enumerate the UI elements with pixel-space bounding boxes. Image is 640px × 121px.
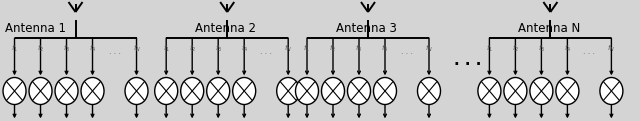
Text: . . .: . . . (454, 53, 481, 68)
Text: $f_2$: $f_2$ (330, 44, 337, 54)
Text: . . .: . . . (584, 48, 595, 57)
Text: $f_1$: $f_1$ (486, 44, 493, 54)
Ellipse shape (417, 77, 440, 105)
Text: . . .: . . . (401, 48, 413, 57)
Text: $f_3$: $f_3$ (214, 44, 222, 54)
Ellipse shape (180, 77, 204, 105)
Text: Antenna N: Antenna N (518, 22, 580, 34)
Text: $f_2$: $f_2$ (37, 44, 44, 54)
Text: $f_3$: $f_3$ (355, 44, 363, 54)
Ellipse shape (478, 77, 501, 105)
Text: $f_N$: $f_N$ (284, 44, 292, 54)
Text: $f_N$: $f_N$ (607, 44, 616, 54)
Text: $f_4$: $f_4$ (381, 44, 388, 54)
Text: $f_2$: $f_2$ (189, 44, 196, 54)
Ellipse shape (207, 77, 230, 105)
Text: $f_4$: $f_4$ (564, 44, 571, 54)
Ellipse shape (504, 77, 527, 105)
Text: $f_3$: $f_3$ (63, 44, 70, 54)
Ellipse shape (276, 77, 300, 105)
Ellipse shape (374, 77, 397, 105)
Text: $f_4$: $f_4$ (89, 44, 96, 54)
Ellipse shape (29, 77, 52, 105)
Text: . . .: . . . (109, 48, 120, 57)
Ellipse shape (125, 77, 148, 105)
Ellipse shape (600, 77, 623, 105)
Ellipse shape (233, 77, 256, 105)
Ellipse shape (3, 77, 26, 105)
Text: Antenna 1: Antenna 1 (5, 22, 66, 34)
Text: $f_1$: $f_1$ (163, 44, 170, 54)
Text: $f_1$: $f_1$ (303, 44, 310, 54)
Ellipse shape (81, 77, 104, 105)
Text: Antenna 3: Antenna 3 (336, 22, 397, 34)
Text: $f_4$: $f_4$ (241, 44, 248, 54)
Text: $f_2$: $f_2$ (512, 44, 519, 54)
Text: $f_3$: $f_3$ (538, 44, 545, 54)
Ellipse shape (530, 77, 553, 105)
Ellipse shape (296, 77, 319, 105)
Ellipse shape (556, 77, 579, 105)
Ellipse shape (55, 77, 78, 105)
Text: $f_N$: $f_N$ (425, 44, 433, 54)
Text: $f_N$: $f_N$ (132, 44, 141, 54)
Text: Antenna 2: Antenna 2 (195, 22, 256, 34)
Ellipse shape (348, 77, 371, 105)
Text: . . .: . . . (260, 48, 272, 57)
Ellipse shape (155, 77, 178, 105)
Ellipse shape (321, 77, 344, 105)
Text: $f_1$: $f_1$ (11, 44, 18, 54)
